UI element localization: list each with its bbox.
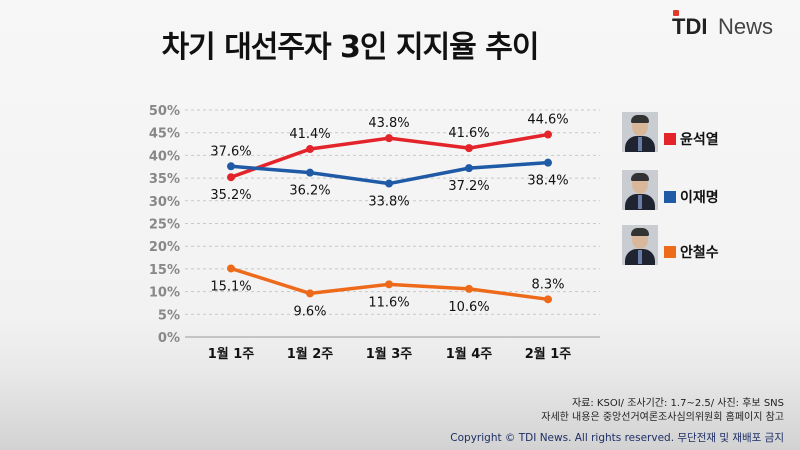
y-tick-label: 5% [158, 308, 180, 323]
data-point [306, 145, 314, 154]
legend-item: 이재명 [622, 170, 752, 214]
x-tick-label: 1월 2주 [287, 346, 334, 362]
legend-item: 안철수 [622, 225, 752, 269]
y-tick-label: 50% [149, 104, 180, 119]
y-tick-label: 0% [158, 331, 180, 346]
reference-note: 자세한 내용은 중앙선거여론조사심의위원회 홈페이지 참고 [541, 412, 784, 423]
data-label: 41.6% [448, 126, 489, 141]
data-label: 41.4% [289, 127, 330, 142]
y-tick-label: 35% [149, 172, 180, 187]
y-tick-label: 20% [149, 240, 180, 255]
legend-swatch [664, 246, 676, 258]
data-point [385, 280, 393, 289]
y-tick-label: 25% [149, 218, 180, 233]
data-point [544, 295, 552, 304]
legend-swatch [664, 191, 676, 203]
data-label: 15.1% [210, 279, 251, 294]
data-point [227, 173, 235, 182]
legend-label: 이재명 [680, 190, 719, 206]
x-tick-label: 1월 4주 [446, 346, 493, 362]
legend-label: 안철수 [680, 245, 719, 261]
legend-swatch [664, 133, 676, 145]
data-label: 9.6% [293, 304, 326, 319]
data-point [227, 264, 235, 273]
candidate-photo-icon [622, 112, 658, 152]
x-tick-label: 1월 1주 [208, 346, 255, 362]
candidate-photo-icon [622, 225, 658, 265]
data-point [385, 179, 393, 188]
data-label: 43.8% [368, 116, 409, 131]
data-point [465, 164, 473, 173]
logo-dot-icon [673, 10, 679, 16]
data-point [306, 289, 314, 298]
data-point [465, 144, 473, 153]
y-tick-label: 45% [149, 127, 180, 142]
data-point [385, 134, 393, 143]
data-label: 10.6% [448, 300, 489, 315]
data-point [544, 158, 552, 167]
data-label: 33.8% [368, 195, 409, 210]
data-label: 38.4% [527, 174, 568, 189]
logo-news-text: News [718, 14, 774, 39]
y-tick-label: 30% [149, 195, 180, 210]
source-note: 자료: KSOI/ 조사기간: 1.7~2.5/ 사진: 후보 SNS [571, 398, 784, 409]
copyright-text: Copyright © TDI News. All rights reserve… [450, 432, 784, 444]
data-label: 36.2% [289, 184, 330, 199]
legend-label: 윤석열 [680, 132, 719, 148]
candidate-photo-icon [622, 170, 658, 210]
data-label: 35.2% [210, 188, 251, 203]
page-title: 차기 대선주자 3인 지지율 추이 [161, 30, 540, 65]
y-tick-label: 15% [149, 263, 180, 278]
y-tick-label: 10% [149, 286, 180, 301]
data-point [306, 168, 314, 177]
data-point [544, 130, 552, 139]
data-label: 44.6% [527, 113, 568, 128]
legend-item: 윤석열 [622, 112, 752, 156]
data-label: 37.6% [210, 144, 251, 159]
tdi-news-logo: TDI News [672, 10, 784, 40]
logo-tdi-text: TDI [672, 14, 708, 39]
data-label: 8.3% [531, 277, 564, 292]
data-label: 37.2% [448, 179, 489, 194]
data-point [227, 162, 235, 171]
y-tick-label: 40% [149, 149, 180, 164]
x-tick-label: 1월 3주 [366, 346, 413, 362]
data-label: 11.6% [368, 295, 409, 310]
x-tick-label: 2월 1주 [525, 346, 572, 362]
data-point [465, 284, 473, 293]
